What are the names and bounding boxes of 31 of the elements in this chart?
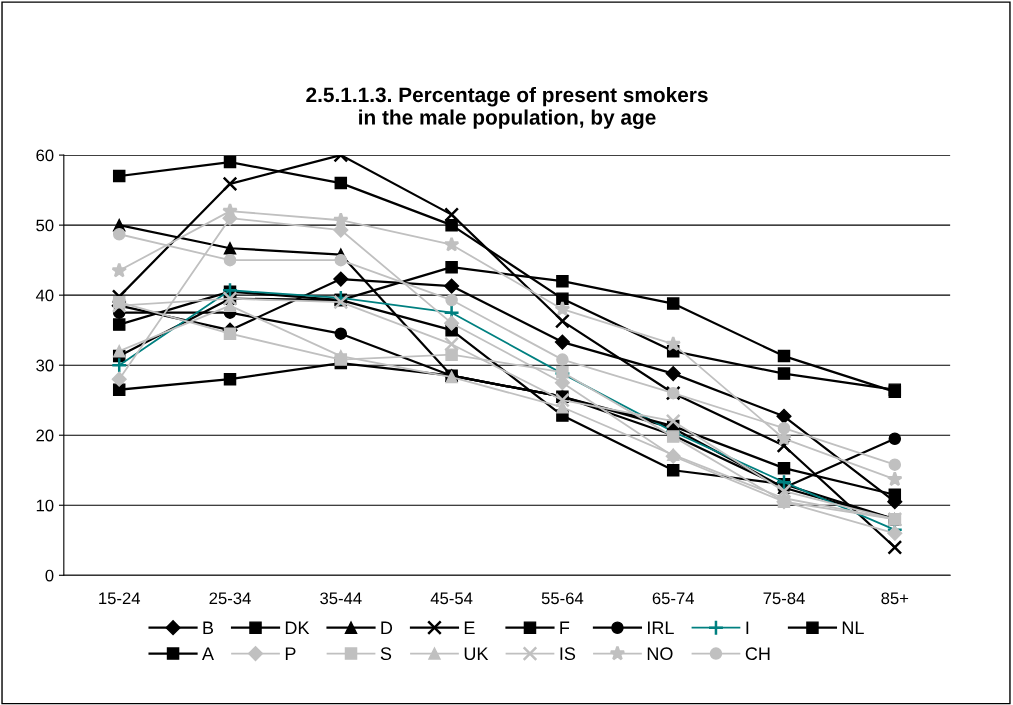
x-tick-label: 45-54 <box>430 592 473 605</box>
x-tick-label: 15-24 <box>99 592 141 605</box>
legend-label: IRL <box>648 621 674 635</box>
legend-label: CH <box>745 647 770 661</box>
legend-label: I <box>746 621 749 635</box>
y-tick-label: 50 <box>36 219 54 232</box>
x-tick-label: 55-64 <box>541 592 584 605</box>
legend-label: IS <box>560 647 576 661</box>
legend-label: B <box>203 621 214 635</box>
legend-label: D <box>381 621 393 635</box>
x-tick-label: 25-34 <box>209 592 251 605</box>
y-tick-label: 30 <box>36 359 54 372</box>
y-tick-label: 40 <box>35 289 54 302</box>
legend-label: P <box>285 647 296 660</box>
x-tick-label: 85+ <box>881 592 909 605</box>
y-tick-label: 60 <box>36 149 54 162</box>
legend-label: DK <box>285 621 310 635</box>
x-tick-label: 75-84 <box>763 592 805 605</box>
y-tick-label: 20 <box>36 429 54 442</box>
legend-label: S <box>380 647 392 661</box>
x-tick-label: 35-44 <box>320 592 362 605</box>
y-tick-label: 0 <box>45 569 54 582</box>
legend-label: E <box>464 621 475 635</box>
y-tick-label: 10 <box>36 499 54 512</box>
x-tick-label: 65-74 <box>652 592 695 605</box>
legend-label: NO <box>647 647 673 661</box>
legend-label: A <box>201 647 214 660</box>
chart-title: 2.5.1.1.3. Percentage of present smokers in the male population, by age <box>306 86 708 129</box>
legend-label: UK <box>464 647 489 661</box>
legend-label: F <box>560 621 570 635</box>
legend-label: NL <box>842 621 864 635</box>
